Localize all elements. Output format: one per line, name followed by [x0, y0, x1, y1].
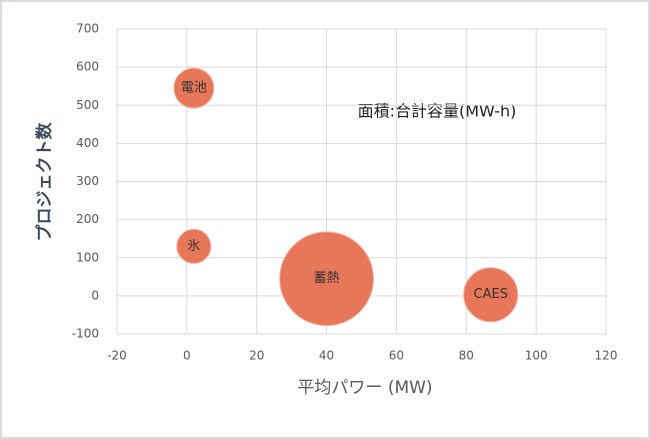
bubble: [279, 231, 374, 327]
y-tick-label: 600: [76, 60, 99, 74]
y-tick-label: 200: [76, 212, 99, 226]
y-tick-label: 300: [76, 174, 99, 188]
bubble: [176, 228, 212, 264]
bubble-label: 電池: [181, 81, 207, 96]
bubble-label: 蓄熱: [314, 271, 340, 286]
y-tick-label: 100: [76, 250, 99, 264]
x-tick-label: 60: [389, 349, 404, 363]
bubble-label: 氷: [187, 239, 200, 254]
x-tick-label: 0: [183, 349, 191, 363]
bubble: [463, 267, 519, 323]
annotation: 面積:合計容量(MW-h): [358, 102, 517, 121]
x-axis-label: 平均パワー (MW): [297, 378, 432, 398]
x-tick-label: 40: [319, 349, 334, 363]
bubble: [173, 67, 215, 109]
bubble-label: CAES: [474, 287, 508, 302]
y-tick-label: 0: [91, 288, 99, 302]
y-tick-label: 500: [76, 98, 99, 112]
x-tick-label: -20: [107, 349, 127, 363]
x-tick-label: 20: [249, 349, 264, 363]
y-tick-label: 400: [76, 136, 99, 150]
y-axis-label: プロジェクト数: [34, 122, 55, 242]
x-tick-label: 80: [459, 349, 474, 363]
x-tick-label: 100: [525, 349, 548, 363]
x-tick-label: 120: [595, 349, 618, 363]
y-tick-label: 700: [76, 22, 99, 36]
y-tick-label: -100: [72, 327, 99, 341]
